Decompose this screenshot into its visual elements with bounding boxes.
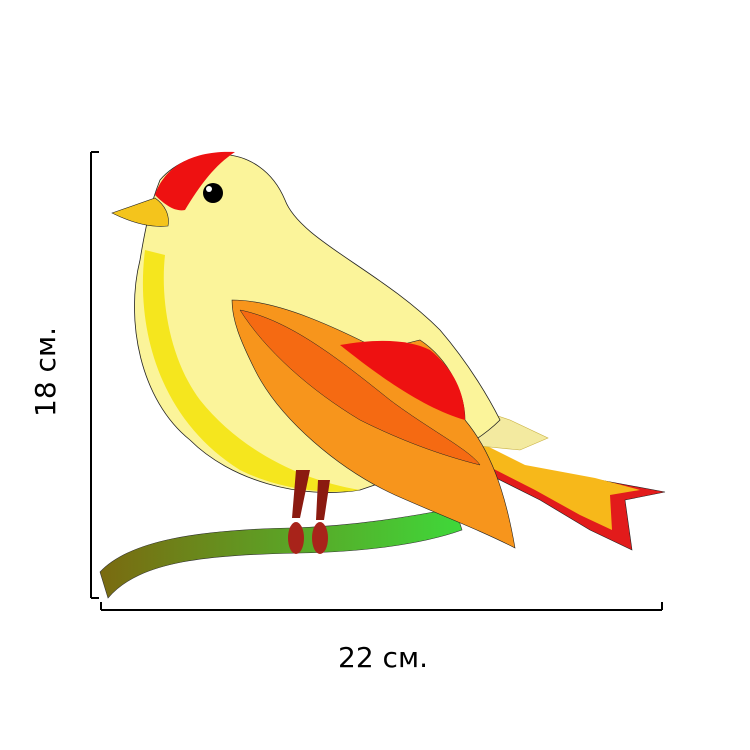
legs [292,470,330,520]
cap [155,151,235,211]
bird [99,151,666,599]
foot [288,522,304,554]
beak [111,197,169,227]
dimension-lines [90,151,663,611]
wing-feathers [239,309,481,466]
branch [99,507,463,599]
eye-highlight [206,186,212,192]
tail-inner [475,440,640,530]
belly-shade [142,250,360,492]
height-label: 18 см. [29,327,62,417]
eye [203,183,223,203]
wing-red [340,340,465,420]
width-label: 22 см. [338,641,428,674]
foot [312,522,328,554]
